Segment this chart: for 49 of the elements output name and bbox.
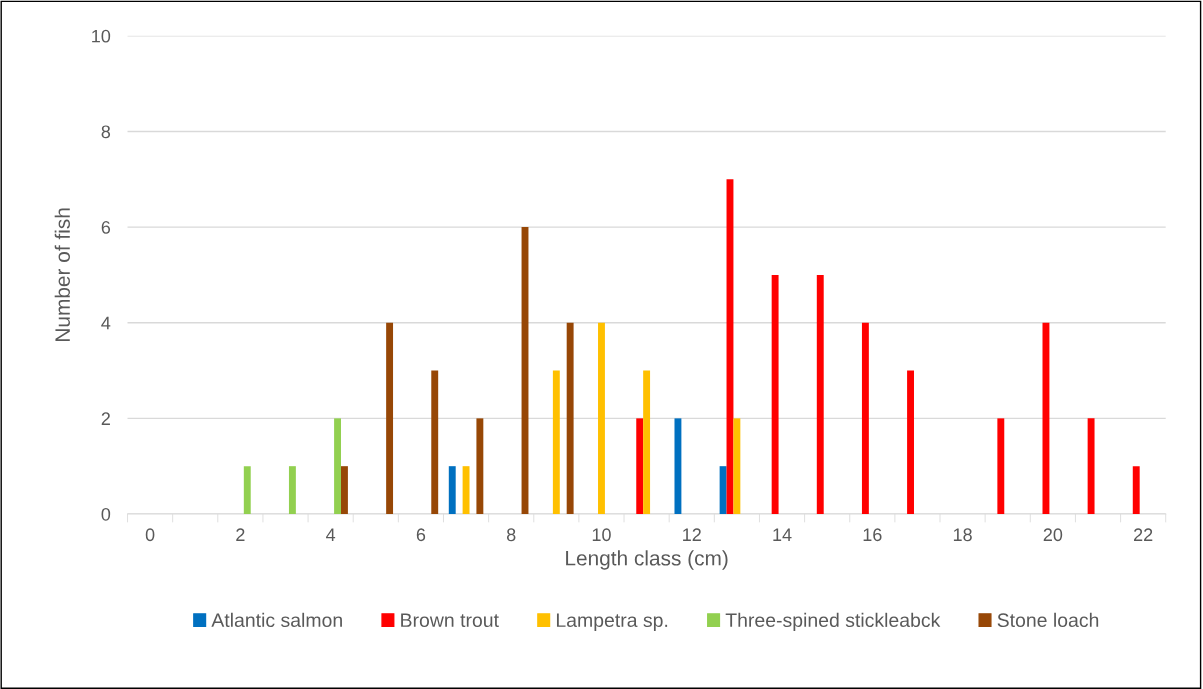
- bar: [552, 370, 560, 514]
- bar: [1087, 418, 1095, 514]
- x-tick-label: 6: [416, 528, 426, 542]
- bar: [674, 418, 682, 514]
- bar: [288, 466, 296, 514]
- legend-label: Three-spined stickleabck: [725, 612, 941, 631]
- x-tick-label: 22: [1134, 528, 1153, 541]
- y-tick-label: 8: [101, 125, 111, 139]
- bar: [462, 466, 470, 514]
- y-tick-label: 0: [101, 507, 111, 521]
- bar: [386, 322, 394, 514]
- bar: [341, 466, 348, 514]
- bar: [733, 418, 741, 514]
- legend-label: Atlantic salmon: [211, 612, 342, 628]
- x-tick-label: 14: [773, 528, 792, 541]
- bar: [907, 370, 914, 514]
- legend-label: Brown trout: [401, 613, 499, 628]
- bar: [771, 274, 779, 514]
- x-tick-label: 10: [592, 528, 611, 542]
- bar: [643, 370, 651, 514]
- x-tick-label: 20: [1043, 528, 1063, 542]
- bar: [636, 418, 644, 514]
- bar: [861, 322, 869, 514]
- y-tick-label: 2: [101, 412, 110, 425]
- y-tick-label: 10: [92, 29, 111, 43]
- bar: [816, 274, 824, 514]
- x-tick-label: 4: [326, 528, 336, 541]
- x-tick-label: 8: [506, 528, 516, 542]
- bar: [566, 322, 574, 514]
- x-tick-label: 2: [236, 528, 245, 541]
- bar: [431, 370, 439, 514]
- bar: [997, 418, 1005, 514]
- x-tick-label: 12: [683, 528, 701, 541]
- bar: [476, 418, 484, 514]
- bar: [719, 466, 727, 514]
- y-axis-title: Number of fish: [54, 208, 70, 341]
- bar: [598, 322, 605, 514]
- bar: [1132, 466, 1140, 514]
- y-tick-label: 6: [101, 221, 111, 234]
- bar: [243, 466, 251, 514]
- legend-label: Stone loach: [997, 612, 1099, 628]
- bar: [448, 466, 456, 514]
- legend-label: Lampetra sp.: [556, 613, 668, 631]
- bar: [334, 418, 341, 514]
- x-tick-label: 0: [145, 528, 155, 542]
- x-tick-label: 18: [953, 528, 972, 542]
- x-axis-title: Length class (cm): [566, 550, 728, 570]
- x-tick-label: 16: [863, 528, 882, 542]
- y-tick-label: 4: [101, 316, 111, 330]
